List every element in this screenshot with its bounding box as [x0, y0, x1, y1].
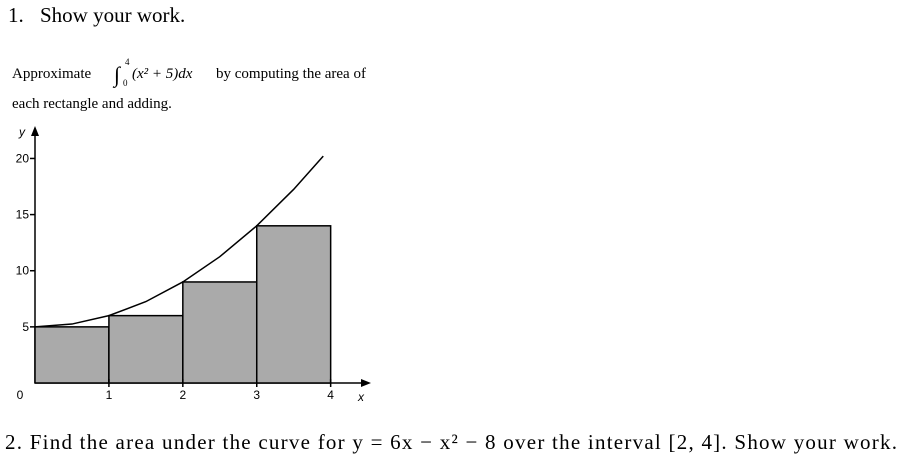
y-tick-label: 10: [16, 264, 30, 278]
problem-text: Show your work.: [40, 3, 185, 27]
rectangle: [255, 225, 332, 384]
integral-limit: 4: [125, 57, 130, 67]
x-tick-label: 3: [253, 388, 260, 402]
prompt-text: by computing the area of: [216, 66, 366, 82]
y-axis-arrow: [31, 126, 39, 136]
integral-sign: ∫: [112, 62, 122, 88]
y-tick-label: 0: [17, 388, 24, 402]
x-axis-arrow: [361, 379, 371, 387]
y-tick-label: 5: [22, 320, 29, 334]
problem-number: 1.: [8, 3, 24, 27]
curve: [34, 155, 324, 328]
prompt-text: each rectangle and adding.: [12, 96, 172, 112]
x-tick-label: 4: [327, 388, 334, 402]
prompt-text: Approximate: [12, 66, 91, 82]
y-tick-label: 15: [16, 208, 30, 222]
chart: 0 5 10 15 20 1 2 3 4 y x: [16, 125, 371, 404]
x-tick-label: 1: [106, 388, 113, 402]
y-axis-label: y: [18, 125, 26, 139]
integrand: (x² + 5)dx: [132, 66, 193, 82]
rectangle: [182, 281, 258, 384]
x-axis-label: x: [357, 390, 365, 404]
rectangle: [34, 326, 110, 384]
y-tick-label: 20: [16, 151, 30, 165]
x-tick-label: 2: [179, 388, 186, 402]
rectangle: [108, 314, 184, 384]
integral-limit: 0: [123, 78, 128, 88]
problem-text: 2. Find the area under the curve for y =…: [5, 430, 897, 454]
